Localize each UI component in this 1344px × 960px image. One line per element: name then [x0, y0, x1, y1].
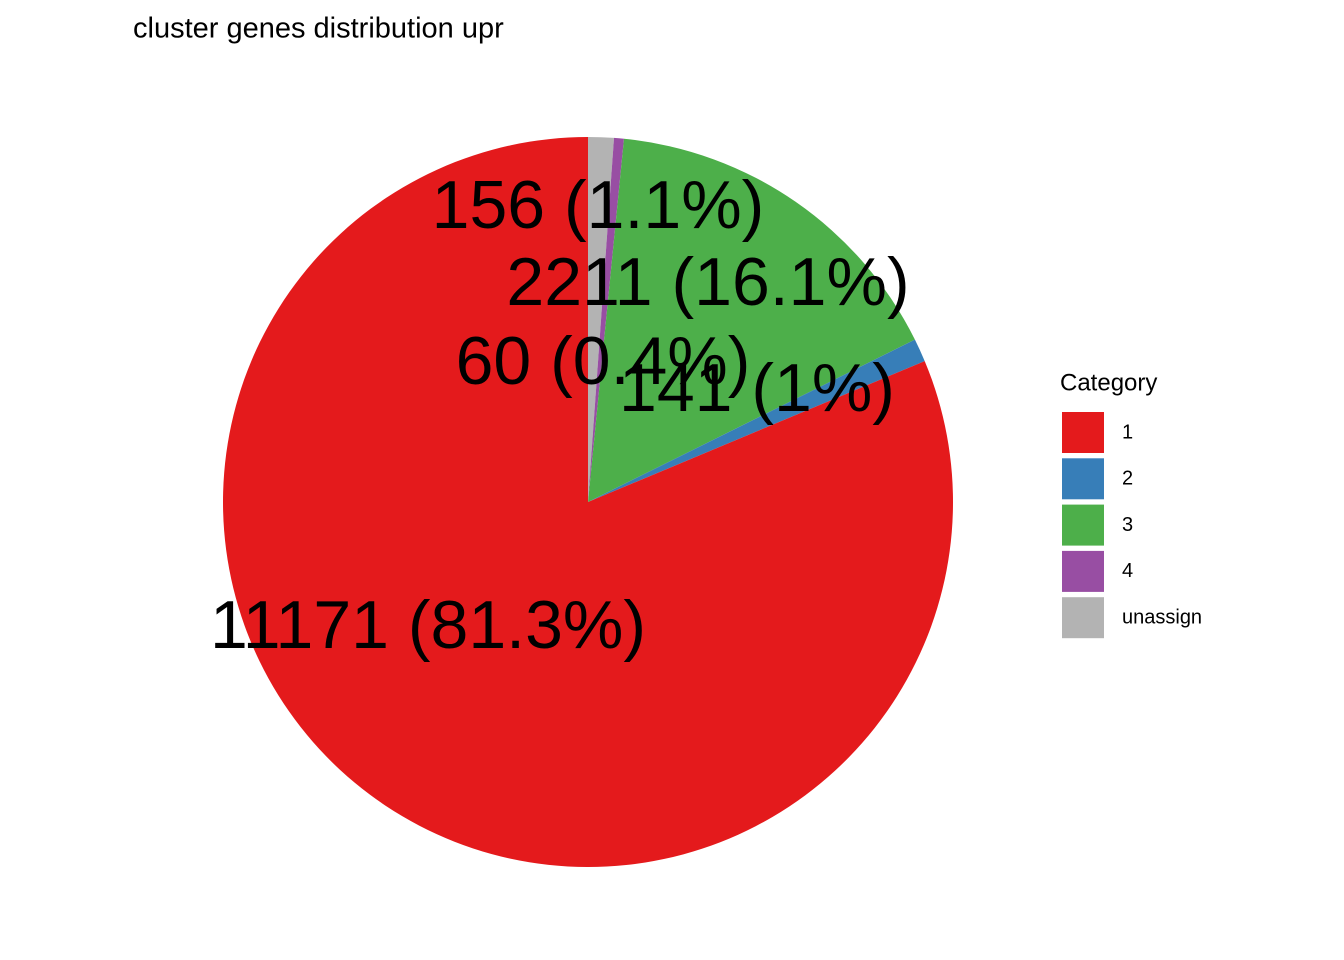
data-label: 2211 (16.1%)	[506, 244, 909, 320]
legend-label: 2	[1122, 468, 1133, 490]
legend-label: unassign	[1122, 606, 1202, 628]
legend-label: 1	[1122, 421, 1133, 443]
pie-slice	[223, 137, 953, 867]
data-label: 11171 (81.3%)	[210, 587, 646, 663]
legend-key	[1062, 458, 1104, 500]
chart-title: cluster genes distribution upr	[133, 13, 504, 45]
pie-slice	[588, 137, 615, 502]
data-label: 60 (0.4%)	[456, 323, 751, 399]
legend-label: 4	[1122, 560, 1133, 582]
legend-key	[1062, 597, 1104, 639]
data-label: 141 (1%)	[619, 350, 895, 426]
legend-key	[1062, 412, 1104, 453]
pie-slice	[588, 339, 925, 502]
legend-key	[1062, 550, 1104, 592]
pie-slice	[588, 138, 915, 503]
pie-slice	[588, 137, 624, 502]
legend-key	[1062, 504, 1104, 546]
legend-label: 3	[1122, 514, 1133, 536]
legend-title: Category	[1060, 369, 1157, 396]
data-label: 156 (1.1%)	[432, 167, 765, 243]
